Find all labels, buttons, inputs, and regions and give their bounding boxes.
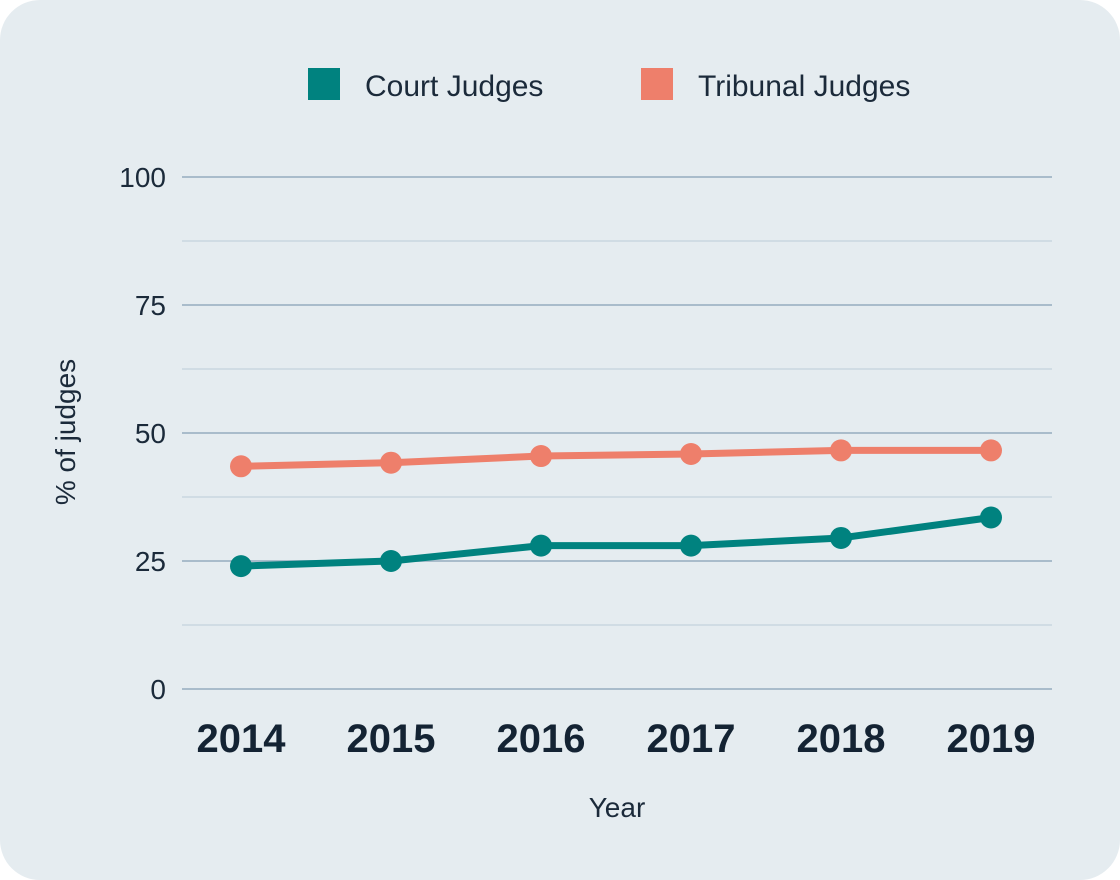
data-point bbox=[230, 455, 252, 478]
x-tick-label: 2017 bbox=[647, 717, 736, 761]
series-line bbox=[237, 446, 995, 470]
x-axis-label: Year bbox=[589, 792, 646, 823]
data-point bbox=[980, 439, 1002, 462]
data-point bbox=[680, 442, 702, 465]
series-tribunal-judges bbox=[230, 439, 1002, 478]
legend: Court Judges Tribunal Judges bbox=[308, 68, 910, 103]
y-tick-label: 0 bbox=[150, 674, 166, 705]
x-tick-label: 2014 bbox=[197, 717, 287, 761]
series-group bbox=[230, 439, 1002, 578]
legend-swatch bbox=[308, 68, 340, 100]
data-point bbox=[530, 534, 552, 557]
y-axis-ticks: 0 25 50 75 100 bbox=[119, 162, 166, 705]
legend-swatch bbox=[641, 68, 673, 100]
data-point bbox=[680, 534, 702, 557]
legend-label: Court Judges bbox=[365, 70, 543, 103]
y-tick-label: 100 bbox=[119, 162, 166, 193]
data-point bbox=[230, 555, 252, 578]
series-line bbox=[237, 513, 995, 570]
y-axis-label: % of judges bbox=[50, 359, 81, 505]
data-point bbox=[380, 451, 402, 474]
x-axis-ticks: 2014 2015 2016 2017 2018 2019 bbox=[197, 717, 1036, 761]
legend-label: Tribunal Judges bbox=[698, 70, 910, 103]
data-point bbox=[830, 439, 852, 462]
x-tick-label: 2018 bbox=[797, 717, 886, 761]
data-point bbox=[530, 445, 552, 468]
x-tick-label: 2019 bbox=[947, 717, 1036, 761]
gridlines bbox=[182, 176, 1052, 690]
legend-item: Court Judges bbox=[308, 68, 543, 103]
data-point bbox=[980, 506, 1002, 529]
x-tick-label: 2015 bbox=[347, 717, 436, 761]
data-point bbox=[830, 526, 852, 549]
y-tick-label: 75 bbox=[135, 290, 166, 321]
data-point bbox=[380, 550, 402, 572]
legend-item: Tribunal Judges bbox=[641, 68, 910, 103]
series-court-judges bbox=[230, 506, 1002, 578]
y-tick-label: 50 bbox=[135, 418, 166, 449]
x-tick-label: 2016 bbox=[497, 717, 586, 761]
y-tick-label: 25 bbox=[135, 546, 166, 577]
